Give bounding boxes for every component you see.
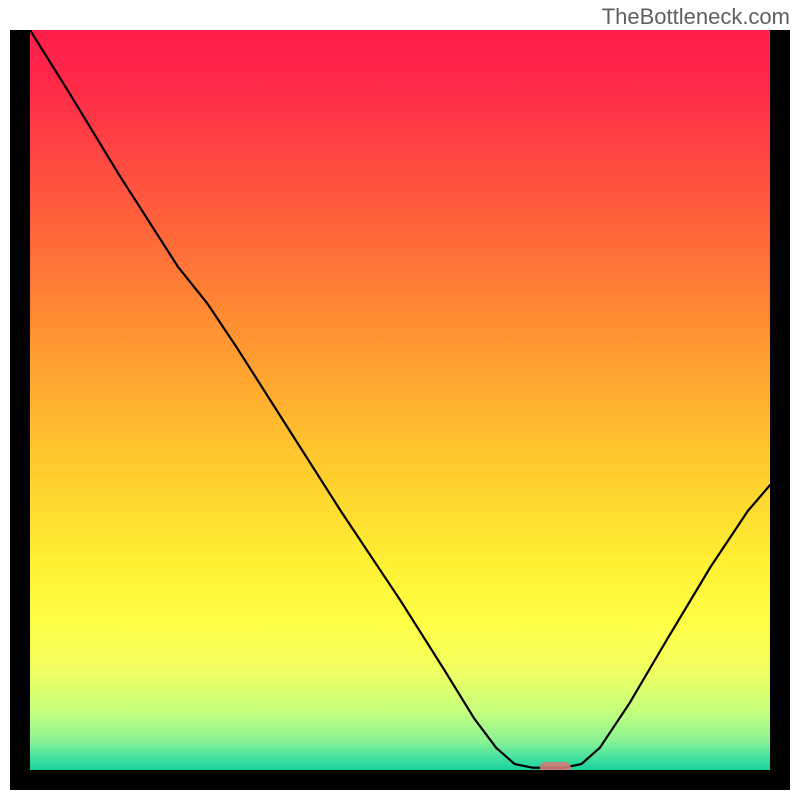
chart-frame: TheBottleneck.com [0, 0, 800, 800]
gradient-background [30, 30, 770, 770]
watermark-text: TheBottleneck.com [602, 4, 790, 30]
optimal-marker [540, 762, 571, 770]
bottleneck-chart [30, 30, 770, 770]
plot-border [10, 30, 790, 790]
